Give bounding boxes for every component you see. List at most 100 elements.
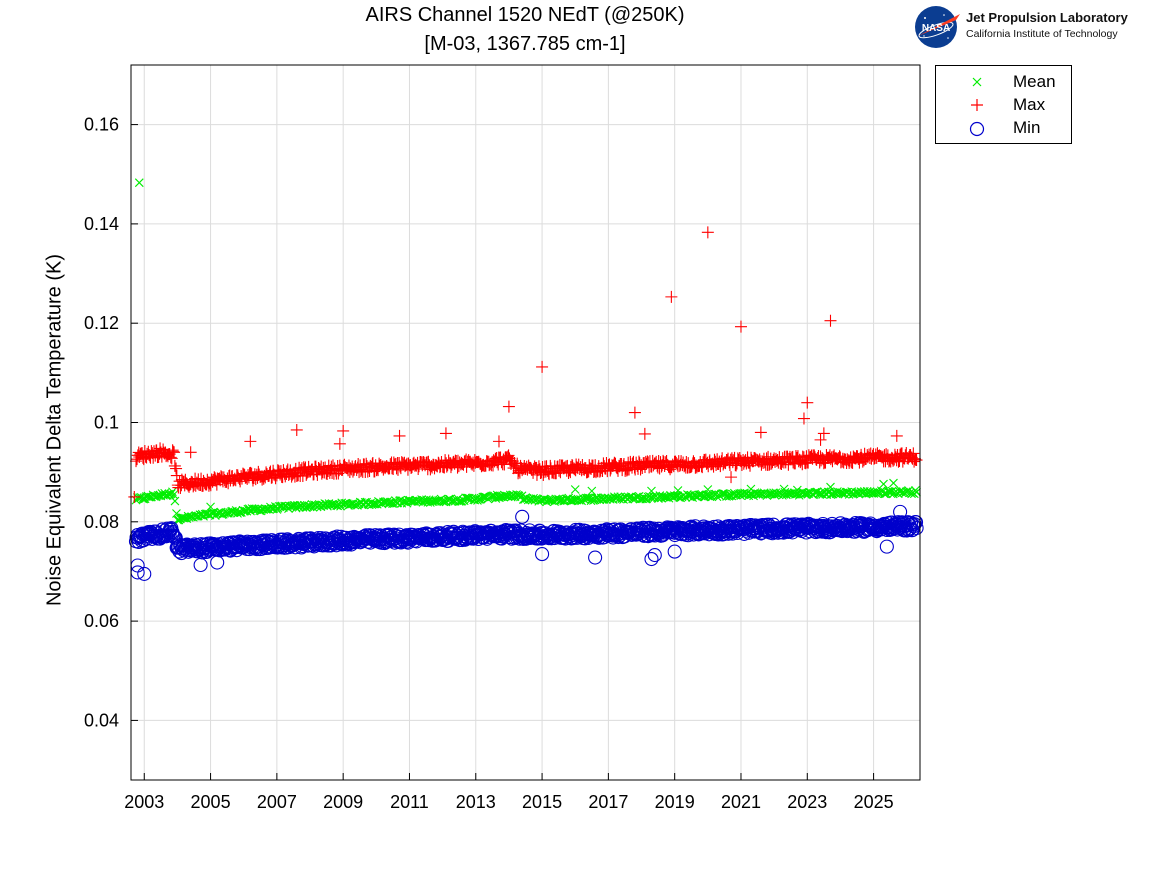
- x-tick-label: 2017: [588, 792, 628, 812]
- series-min: [128, 504, 924, 581]
- x-tick-label: 2019: [655, 792, 695, 812]
- min-point: [667, 544, 682, 559]
- legend: Mean Max Min: [935, 65, 1072, 144]
- max-point: [907, 447, 920, 460]
- mean-point: [570, 485, 580, 494]
- y-tick-label: 0.14: [84, 214, 119, 234]
- mean-point: [673, 486, 683, 495]
- legend-label-max: Max: [1013, 95, 1046, 114]
- min-point: [879, 539, 894, 554]
- max-point: [665, 290, 678, 303]
- min-point: [210, 555, 225, 570]
- mean-point: [632, 492, 641, 502]
- x-tick-label: 2009: [323, 792, 363, 812]
- max-point: [910, 454, 923, 467]
- y-axis-label: Noise Equivalent Delta Temperature (K): [43, 253, 66, 607]
- max-point: [754, 426, 767, 439]
- min-point: [647, 548, 662, 563]
- max-point: [562, 467, 575, 480]
- max-point: [266, 471, 279, 484]
- min-point: [193, 557, 208, 573]
- min-point: [908, 515, 924, 530]
- mean-point: [184, 513, 194, 522]
- grid: [131, 65, 920, 780]
- min-point: [168, 530, 183, 545]
- mean-point: [144, 492, 154, 502]
- mean-point: [654, 494, 663, 504]
- max-point: [337, 424, 350, 437]
- mean-point: [659, 492, 669, 502]
- x-tick-label: 2007: [257, 792, 297, 812]
- max-point: [166, 444, 179, 457]
- mean-point: [506, 492, 516, 502]
- max-point: [366, 457, 379, 470]
- mean-point: [422, 495, 431, 505]
- max-point: [168, 446, 181, 459]
- mean-point: [647, 486, 656, 496]
- max-point: [619, 462, 632, 475]
- legend-item-min: Min: [936, 116, 1071, 139]
- max-point: [128, 490, 141, 503]
- mean-point: [638, 494, 648, 504]
- max-point: [620, 464, 633, 477]
- series-max: [128, 226, 923, 503]
- max-point: [393, 429, 406, 442]
- mean-point: [389, 499, 399, 508]
- y-tick-label: 0.12: [84, 313, 119, 333]
- mean-point: [168, 487, 177, 497]
- max-point: [244, 435, 257, 448]
- min-point: [644, 551, 659, 567]
- x-tick-label: 2003: [124, 792, 164, 812]
- min-point: [137, 566, 152, 581]
- nasa-meatball-icon: NASA: [915, 6, 960, 48]
- max-point: [801, 396, 814, 409]
- legend-marker-min: [969, 121, 985, 137]
- mean-point: [463, 493, 473, 503]
- x-tick-label: 2025: [854, 792, 894, 812]
- min-point: [670, 524, 685, 539]
- y-tick-label: 0.08: [84, 512, 119, 532]
- mean-point: [368, 499, 378, 509]
- legend-label-min: Min: [1013, 118, 1041, 137]
- max-point: [184, 446, 197, 459]
- mean-point: [826, 482, 835, 492]
- max-point: [607, 458, 620, 471]
- max-point: [536, 360, 549, 373]
- max-point: [701, 226, 714, 239]
- legend-marker-mean: [972, 77, 982, 87]
- mean-point: [170, 496, 180, 506]
- max-point: [439, 427, 452, 440]
- max-point: [502, 400, 515, 413]
- max-point: [797, 412, 810, 425]
- series-mean: [131, 178, 921, 525]
- max-point: [492, 435, 505, 448]
- mean-point: [447, 497, 456, 507]
- min-point: [909, 520, 924, 536]
- max-point: [890, 429, 903, 442]
- max-point: [908, 452, 921, 465]
- max-point: [725, 471, 738, 484]
- max-point: [814, 433, 827, 446]
- max-point: [222, 477, 235, 490]
- y-tick-label: 0.16: [84, 115, 119, 135]
- max-point: [469, 456, 482, 469]
- mean-point: [587, 486, 597, 496]
- jpl-logo: NASA: [912, 6, 1152, 48]
- series-layer: [128, 178, 924, 581]
- max-point: [734, 320, 747, 333]
- mean-point: [887, 486, 897, 496]
- mean-point: [294, 502, 304, 512]
- mean-point: [746, 484, 756, 494]
- mean-point: [206, 502, 215, 512]
- max-point: [908, 455, 921, 468]
- max-point: [387, 463, 400, 476]
- ticks: 2003 2005 2007 2009 2011 2013 2015 2017 2019 2021…: [84, 115, 894, 812]
- mean-point: [134, 178, 144, 188]
- mean-point: [792, 485, 802, 495]
- x-tick-label: 2015: [522, 792, 562, 812]
- max-point: [290, 423, 303, 436]
- max-point: [653, 462, 666, 475]
- mean-point: [406, 497, 416, 506]
